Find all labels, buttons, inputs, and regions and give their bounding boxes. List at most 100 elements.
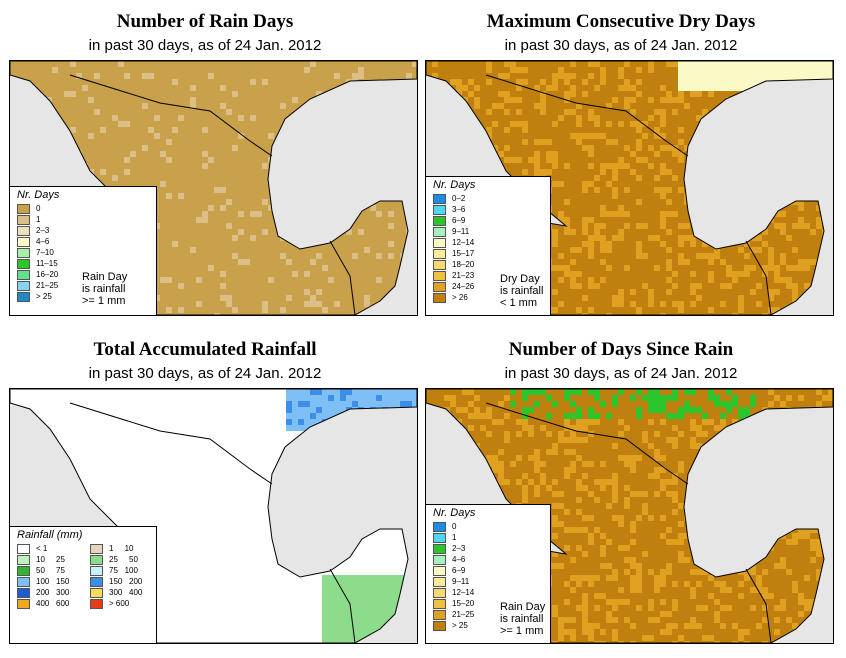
map-legend: Nr. Days 0–2 3–6 6–9 9–11 12–14 15–17 18–20 21–…	[426, 176, 551, 315]
legend-title: Nr. Days	[433, 507, 476, 519]
legend-item: 4–6	[426, 554, 550, 565]
legend-label: 21–25	[452, 610, 475, 619]
legend-item: 21–23	[426, 270, 550, 281]
legend-item: 9–11	[426, 576, 550, 587]
map-graphic	[10, 61, 417, 315]
legend-item: 100 150	[10, 576, 83, 587]
legend-label: 200 300	[36, 588, 70, 597]
legend-item: 150 200	[83, 576, 156, 587]
legend-label: > 600	[109, 599, 130, 608]
legend-label: 1 10	[109, 544, 134, 553]
legend-label: 0–2	[452, 194, 466, 203]
map-days-since-rain: Nr. Days 0 1 2–3 4–6 6–9 9–11 12–14 15–20 21–25 >…	[425, 388, 834, 644]
legend-swatch	[17, 565, 30, 576]
legend-label: 15–20	[452, 599, 475, 608]
legend-title: Nr. Days	[433, 179, 476, 191]
legend-item: 400 600	[10, 598, 83, 609]
panel-title: Number of Days Since Rain	[508, 339, 734, 360]
panel-max-dry-days: Maximum Consecutive Dry Days in past 30 …	[416, 0, 834, 320]
note-line: Rain Day	[82, 271, 128, 283]
legend-label: 21–25	[36, 281, 59, 290]
legend-swatch	[17, 225, 30, 236]
legend-item: 12–14	[426, 587, 550, 598]
panel-title: Total Accumulated Rainfall	[93, 339, 317, 360]
legend-title: Nr. Days	[17, 189, 60, 201]
legend-label: 1	[36, 215, 41, 224]
legend-item: 15–20	[426, 598, 550, 609]
legend-swatch	[433, 565, 446, 576]
legend-item: 2–3	[10, 225, 156, 236]
legend-swatch	[90, 543, 103, 554]
legend-label: 100 150	[36, 577, 70, 586]
legend-item: 50 75	[10, 565, 83, 576]
legend-label: 0	[36, 204, 41, 213]
legend-swatch	[433, 521, 446, 532]
legend-swatch	[90, 587, 103, 598]
legend-swatch	[433, 237, 446, 248]
legend-label: > 25	[452, 621, 468, 630]
panel-title: Maximum Consecutive Dry Days	[486, 11, 756, 32]
map-total-rainfall: Rainfall (mm) < 1 1 10 10 25 25 50 50 75 75 1…	[9, 388, 418, 644]
legend-swatch	[17, 280, 30, 291]
legend-swatch	[90, 598, 103, 609]
note-line: is rainfall	[500, 613, 544, 625]
panel-days-since-rain: Number of Days Since Rain in past 30 day…	[416, 328, 834, 648]
legend-title: Rainfall (mm)	[17, 529, 83, 541]
legend-swatch	[433, 609, 446, 620]
map-legend: Nr. Days 0 1 2–3 4–6 6–9 9–11 12–14 15–20 21–25 >…	[426, 504, 551, 643]
legend-label: 4–6	[36, 237, 50, 246]
legend-item: 300 400	[83, 587, 156, 598]
legend-item: 16–20	[10, 269, 156, 280]
legend-item: 0	[426, 521, 550, 532]
legend-item: 2–3	[426, 543, 550, 554]
legend-item: > 26	[426, 292, 550, 303]
legend-item: 15–17	[426, 248, 550, 259]
legend-swatch	[17, 587, 30, 598]
legend-swatch	[17, 554, 30, 565]
legend-item: 6–9	[426, 215, 550, 226]
legend-swatch	[433, 587, 446, 598]
panel-subtitle: in past 30 days, as of 24 Jan. 2012	[504, 37, 738, 54]
legend-label: 9–11	[452, 577, 470, 586]
country-border	[485, 402, 772, 643]
legend-item: < 1	[10, 543, 83, 554]
legend-item: 18–20	[426, 259, 550, 270]
legend-label: 400 600	[36, 599, 70, 608]
legend-label: 300 400	[109, 588, 143, 597]
legend-note: Rain Day is rainfall >= 1 mm	[500, 601, 545, 637]
legend-swatch	[17, 247, 30, 258]
legend-swatch	[90, 554, 103, 565]
note-line: is rainfall	[500, 285, 544, 297]
legend-swatch	[90, 576, 103, 587]
legend-item: 1 10	[83, 543, 156, 554]
legend-item: > 25	[426, 620, 550, 631]
legend-swatch	[433, 259, 446, 270]
legend-swatch	[17, 203, 30, 214]
legend-item: > 600	[83, 598, 156, 609]
legend-label: 10 25	[36, 555, 65, 564]
legend-swatch	[433, 554, 446, 565]
legend-item: 12–14	[426, 237, 550, 248]
legend-swatch	[433, 215, 446, 226]
legend-label: 24–26	[452, 282, 475, 291]
legend-item: 10 25	[10, 554, 83, 565]
legend-swatch	[17, 576, 30, 587]
coastline	[10, 61, 417, 315]
legend-swatch	[433, 543, 446, 554]
panel-subtitle: in past 30 days, as of 24 Jan. 2012	[88, 37, 322, 54]
legend-item: > 25	[10, 291, 156, 302]
legend-label: 2–3	[452, 544, 466, 553]
legend-item: 3–6	[426, 204, 550, 215]
legend-label: 50 75	[36, 566, 65, 575]
panel-subtitle: in past 30 days, as of 24 Jan. 2012	[88, 365, 322, 382]
coastline	[10, 389, 417, 643]
map-legend: Nr. Days 0 1 2–3 4–6 7–10 11–15 16–20 21–25 > 25…	[10, 186, 157, 315]
legend-item: 4–6	[10, 236, 156, 247]
legend-note: Rain Day is rainfall >= 1 mm	[82, 271, 127, 307]
legend-item: 0–2	[426, 193, 550, 204]
legend-label: 6–9	[452, 566, 466, 575]
map-legend: Rainfall (mm) < 1 1 10 10 25 25 50 50 75 75 1…	[10, 526, 157, 643]
map-graphic	[426, 389, 833, 643]
legend-item: 21–25	[426, 609, 550, 620]
legend-label: 1	[452, 533, 457, 542]
